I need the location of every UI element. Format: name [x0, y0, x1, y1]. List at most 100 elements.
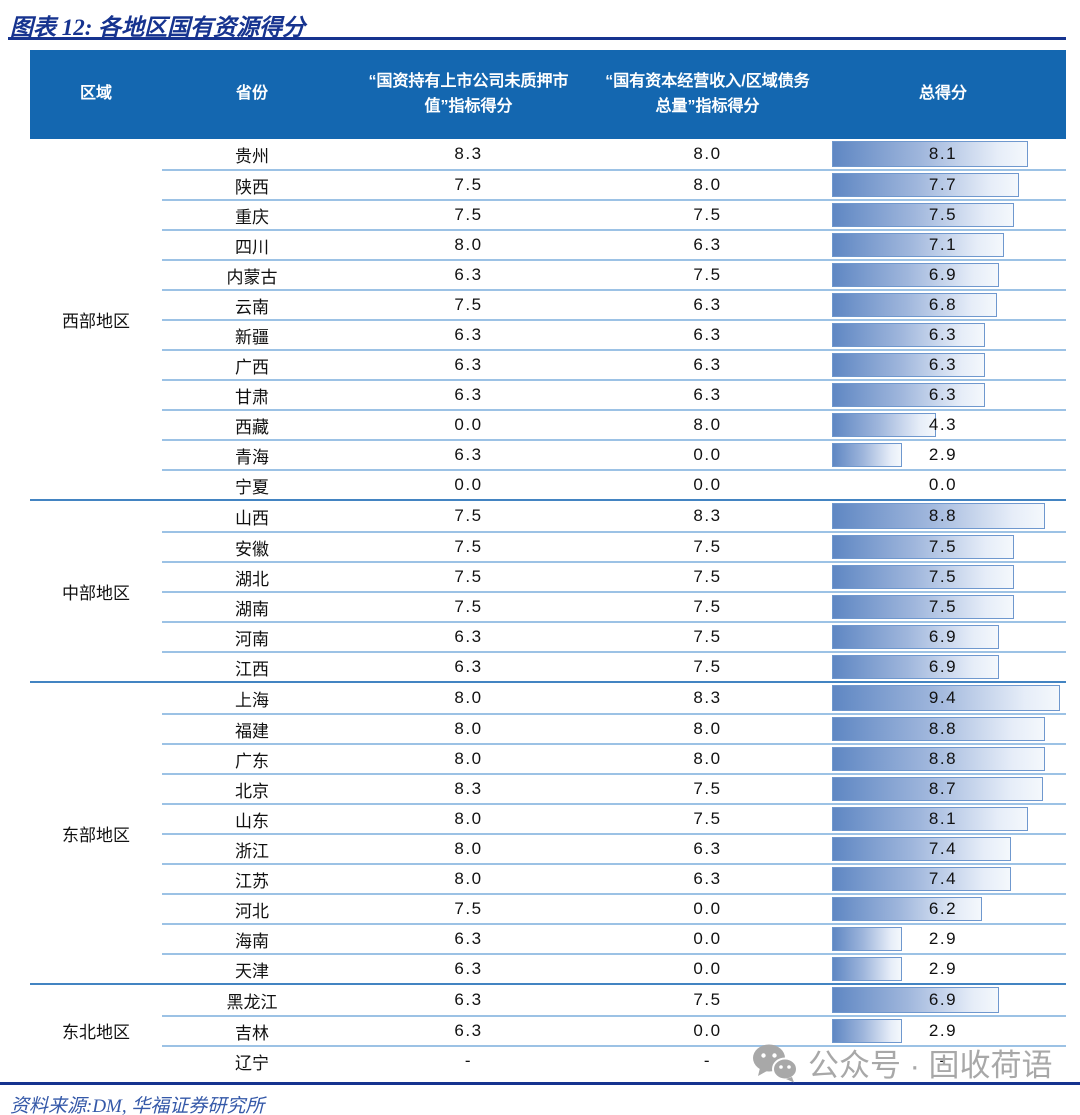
score2-cell: 7.5 — [693, 627, 722, 646]
score2-cell: 6.3 — [693, 385, 722, 404]
total-score-bar — [832, 141, 1029, 167]
province-cell: 宁夏 — [235, 477, 269, 497]
score-table: 区域 省份 “国资持有上市公司未质押市值”指标得分 “国有资本经营收入/区域债务… — [30, 50, 1066, 1075]
region-group: 东北地区 黑龙江 6.3 7.5 6.9 吉林 6.3 0.0 2.9 辽宁 -… — [30, 983, 1066, 1075]
total-score-bar-track — [832, 867, 1060, 891]
region-group: 中部地区 山西 7.5 8.3 8.8 安徽 7.5 7.5 7.5 湖北 7.… — [30, 499, 1066, 681]
province-cell: 黑龙江 — [226, 992, 278, 1012]
total-value: 7.5 — [928, 567, 958, 586]
source-note: 资料来源:DM, 华福证券研究所 — [10, 1096, 265, 1115]
table-row: 河北 7.5 0.0 6.2 — [162, 893, 1066, 923]
total-score-cell: 6.9 — [820, 653, 1066, 681]
total-value: 6.3 — [928, 385, 958, 404]
total-score-bar-track — [832, 141, 1060, 167]
region-label: 中部地区 — [62, 583, 130, 603]
score2-cell: 0.0 — [693, 959, 722, 978]
total-value: 7.5 — [928, 537, 958, 556]
score1-cell: 6.3 — [454, 990, 483, 1009]
total-score-bar-track — [832, 777, 1060, 801]
total-value: 7.4 — [928, 839, 958, 858]
total-score-bar-track — [832, 353, 1060, 377]
table-row: 湖北 7.5 7.5 7.5 — [162, 561, 1066, 591]
total-score-bar-track — [832, 173, 1060, 197]
score2-cell: 8.0 — [693, 749, 722, 768]
province-cell: 湖北 — [235, 569, 269, 589]
score1-cell: 6.3 — [454, 385, 483, 404]
province-cell: 天津 — [235, 961, 269, 981]
total-score-cell: 7.5 — [820, 533, 1066, 561]
total-score-bar — [832, 1019, 903, 1043]
total-value: 8.1 — [928, 809, 958, 828]
total-score-bar — [832, 837, 1012, 861]
total-score-bar-track — [832, 625, 1060, 649]
total-score-bar-track — [832, 443, 1060, 467]
total-score-bar — [832, 807, 1029, 831]
score2-cell: 7.5 — [693, 567, 722, 586]
score2-cell: 8.0 — [693, 175, 722, 194]
table-bottom-rule — [0, 1082, 1080, 1085]
province-cell: 陕西 — [235, 177, 269, 197]
table-row: 北京 8.3 7.5 8.7 — [162, 773, 1066, 803]
score2-cell: 6.3 — [693, 235, 722, 254]
score2-cell: 8.0 — [693, 719, 722, 738]
score2-cell: 0.0 — [693, 929, 722, 948]
table-row: 重庆 7.5 7.5 7.5 — [162, 199, 1066, 229]
table-row: 广东 8.0 8.0 8.8 — [162, 743, 1066, 773]
group-rows: 上海 8.0 8.3 9.4 福建 8.0 8.0 8.8 广东 8.0 8.0… — [162, 683, 1066, 983]
province-cell: 贵州 — [235, 146, 269, 166]
total-value: 6.8 — [928, 295, 958, 314]
total-score-cell: 8.7 — [820, 775, 1066, 803]
score1-cell: 6.3 — [454, 265, 483, 284]
total-score-cell: 7.1 — [820, 231, 1066, 259]
score2-cell: 8.0 — [693, 415, 722, 434]
score1-cell: 6.3 — [454, 325, 483, 344]
total-score-bar-track — [832, 293, 1060, 317]
score1-cell: 7.5 — [454, 899, 483, 918]
total-value: 8.8 — [928, 719, 958, 738]
score1-cell: 7.5 — [454, 537, 483, 556]
score2-cell: 0.0 — [693, 445, 722, 464]
score1-cell: 8.0 — [454, 749, 483, 768]
total-score-bar-track — [832, 595, 1060, 619]
province-cell: 吉林 — [235, 1023, 269, 1043]
total-score-cell: 8.8 — [820, 501, 1066, 531]
total-score-bar — [832, 535, 1014, 559]
score1-cell: 7.5 — [454, 295, 483, 314]
province-cell: 甘肃 — [235, 387, 269, 407]
total-value: 6.9 — [928, 627, 958, 646]
total-score-bar — [832, 625, 1000, 649]
province-cell: 重庆 — [235, 207, 269, 227]
table-row: 甘肃 6.3 6.3 6.3 — [162, 379, 1066, 409]
total-value: 7.7 — [928, 175, 958, 194]
score1-cell: 0.0 — [454, 475, 483, 494]
total-score-bar-track — [832, 685, 1060, 711]
province-cell: 青海 — [235, 447, 269, 467]
province-cell: 安徽 — [235, 539, 269, 559]
total-score-bar-track — [832, 837, 1060, 861]
total-score-bar-track — [832, 717, 1060, 741]
total-score-bar — [832, 717, 1046, 741]
score1-cell: 6.3 — [454, 445, 483, 464]
table-body: 西部地区 贵州 8.3 8.0 8.1 陕西 7.5 8.0 7.7 重庆 7.… — [30, 139, 1066, 1075]
province-cell: 广西 — [235, 357, 269, 377]
table-row: 海南 6.3 0.0 2.9 — [162, 923, 1066, 953]
province-cell: 北京 — [235, 781, 269, 801]
score2-cell: 6.3 — [693, 839, 722, 858]
total-value: 6.9 — [928, 657, 958, 676]
score2-cell: 8.3 — [693, 506, 722, 525]
score1-cell: 0.0 — [454, 415, 483, 434]
table-row: 上海 8.0 8.3 9.4 — [162, 683, 1066, 713]
total-score-bar — [832, 685, 1060, 711]
total-score-cell: - — [820, 1047, 1066, 1075]
total-score-bar — [832, 957, 903, 981]
total-score-cell: 7.4 — [820, 835, 1066, 863]
total-score-cell: 4.3 — [820, 411, 1066, 439]
province-cell: 湖南 — [235, 599, 269, 619]
table-row: 陕西 7.5 8.0 7.7 — [162, 169, 1066, 199]
table-row: 山西 7.5 8.3 8.8 — [162, 501, 1066, 531]
score1-cell: 8.0 — [454, 688, 483, 707]
table-header-row: 区域 省份 “国资持有上市公司未质押市值”指标得分 “国有资本经营收入/区域债务… — [30, 50, 1066, 139]
table-row: 吉林 6.3 0.0 2.9 — [162, 1015, 1066, 1045]
total-score-bar-track — [832, 263, 1060, 287]
